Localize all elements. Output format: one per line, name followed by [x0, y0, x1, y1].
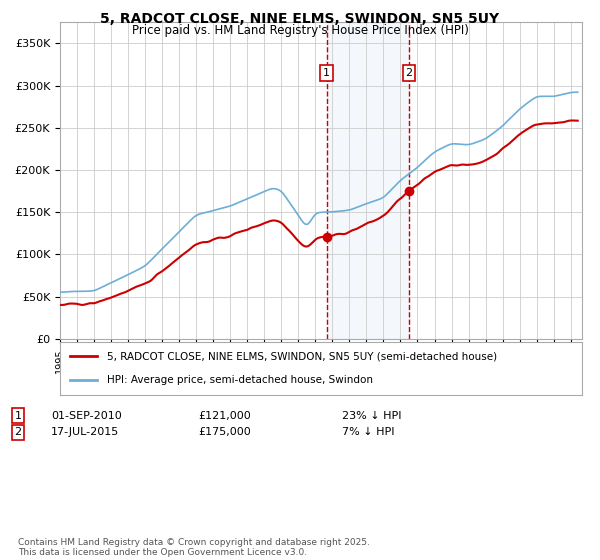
Text: 1: 1	[323, 68, 330, 78]
Text: 2: 2	[14, 427, 22, 437]
Text: HPI: Average price, semi-detached house, Swindon: HPI: Average price, semi-detached house,…	[107, 375, 373, 385]
Text: 17-JUL-2015: 17-JUL-2015	[51, 427, 119, 437]
Bar	[326, 22, 409, 339]
Text: 7% ↓ HPI: 7% ↓ HPI	[342, 427, 395, 437]
Text: £175,000: £175,000	[198, 427, 251, 437]
Text: Price paid vs. HM Land Registry's House Price Index (HPI): Price paid vs. HM Land Registry's House …	[131, 24, 469, 36]
Text: £121,000: £121,000	[198, 410, 251, 421]
Text: 5, RADCOT CLOSE, NINE ELMS, SWINDON, SN5 5UY (semi-detached house): 5, RADCOT CLOSE, NINE ELMS, SWINDON, SN5…	[107, 352, 497, 362]
Text: 2: 2	[406, 68, 412, 78]
Text: 01-SEP-2010: 01-SEP-2010	[51, 410, 122, 421]
Text: 5, RADCOT CLOSE, NINE ELMS, SWINDON, SN5 5UY: 5, RADCOT CLOSE, NINE ELMS, SWINDON, SN5…	[100, 12, 500, 26]
Text: 23% ↓ HPI: 23% ↓ HPI	[342, 410, 401, 421]
Text: 1: 1	[14, 410, 22, 421]
Text: Contains HM Land Registry data © Crown copyright and database right 2025.
This d: Contains HM Land Registry data © Crown c…	[18, 538, 370, 557]
